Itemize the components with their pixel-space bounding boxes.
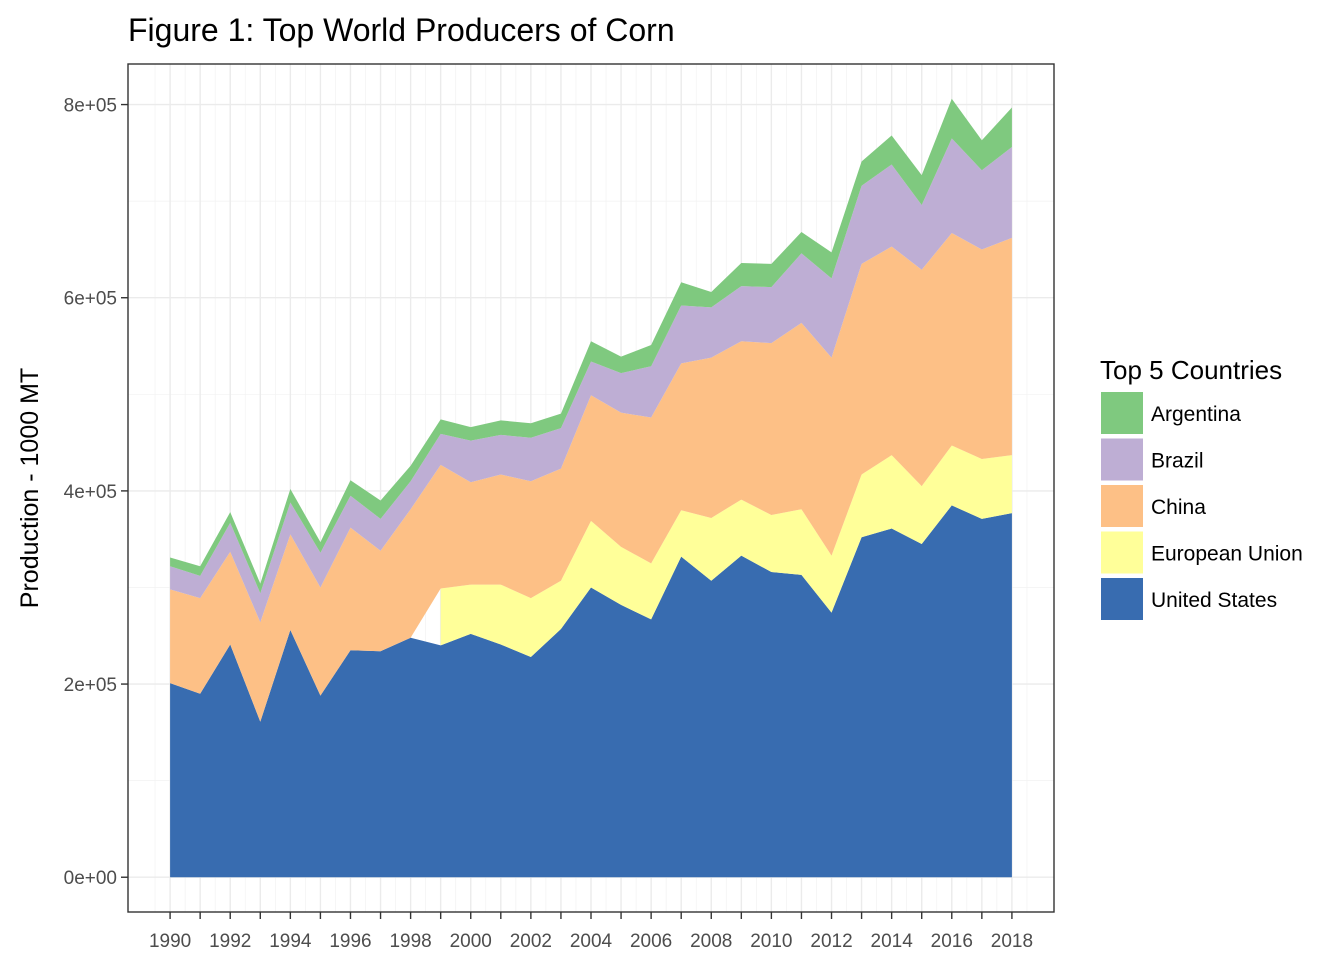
y-tick-label: 4e+05 <box>64 482 117 503</box>
x-tick-label: 1990 <box>149 931 191 952</box>
y-tick-label: 2e+05 <box>64 675 117 696</box>
x-tick-label: 1994 <box>269 931 312 952</box>
x-tick-label: 2016 <box>931 931 973 952</box>
x-tick-label: 1998 <box>389 931 431 952</box>
area-united-states <box>170 505 1012 878</box>
legend-label: Argentina <box>1151 403 1241 426</box>
x-tick-label: 2006 <box>630 931 672 952</box>
y-axis: 0e+00 2e+05 4e+05 6e+05 8e+05 <box>64 96 128 889</box>
legend: Top 5 Countries Argentina Brazil China Euro… <box>1100 355 1303 620</box>
area-european-union <box>440 445 1012 658</box>
plot-panel <box>127 63 1055 913</box>
legend-item-brazil: Brazil <box>1101 438 1204 481</box>
area-china <box>170 233 1012 722</box>
x-tick-label: 2000 <box>450 931 492 952</box>
area-argentina <box>170 98 1012 594</box>
x-tick-label: 2014 <box>871 931 914 952</box>
legend-label: Brazil <box>1151 450 1204 473</box>
y-tick-label: 6e+05 <box>64 289 117 310</box>
x-tick-label: 2002 <box>510 931 552 952</box>
x-tick-label: 2008 <box>690 931 732 952</box>
legend-swatch <box>1101 392 1143 434</box>
legend-swatch <box>1101 485 1143 527</box>
legend-swatch <box>1101 438 1143 481</box>
legend-item-argentina: Argentina <box>1101 392 1241 434</box>
legend-swatch <box>1101 531 1143 574</box>
legend-label: United States <box>1151 589 1277 612</box>
y-tick-label: 8e+05 <box>64 96 117 117</box>
chart-title: Figure 1: Top World Producers of Corn <box>128 12 675 48</box>
x-tick-label: 2010 <box>750 931 792 952</box>
x-tick-label: 1992 <box>209 931 251 952</box>
legend-label: European Union <box>1151 543 1303 566</box>
x-tick-label: 1996 <box>329 931 371 952</box>
legend-item-united-states: United States <box>1101 578 1277 620</box>
area-brazil <box>170 138 1012 623</box>
legend-title: Top 5 Countries <box>1100 355 1282 385</box>
y-axis-title: Production - 1000 MT <box>16 368 44 608</box>
legend-label: China <box>1151 496 1206 519</box>
stacked-areas <box>170 98 1012 878</box>
y-tick-label: 0e+00 <box>64 868 117 889</box>
legend-item-china: China <box>1101 485 1206 527</box>
x-tick-label: 2018 <box>991 931 1033 952</box>
x-tick-label: 2004 <box>570 931 613 952</box>
x-tick-label: 2012 <box>810 931 852 952</box>
legend-swatch <box>1101 578 1143 620</box>
legend-item-european-union: European Union <box>1101 531 1303 574</box>
x-axis: 1990 1992 1994 1996 1998 2000 2002 2004 2006 2008… <box>149 912 1033 952</box>
